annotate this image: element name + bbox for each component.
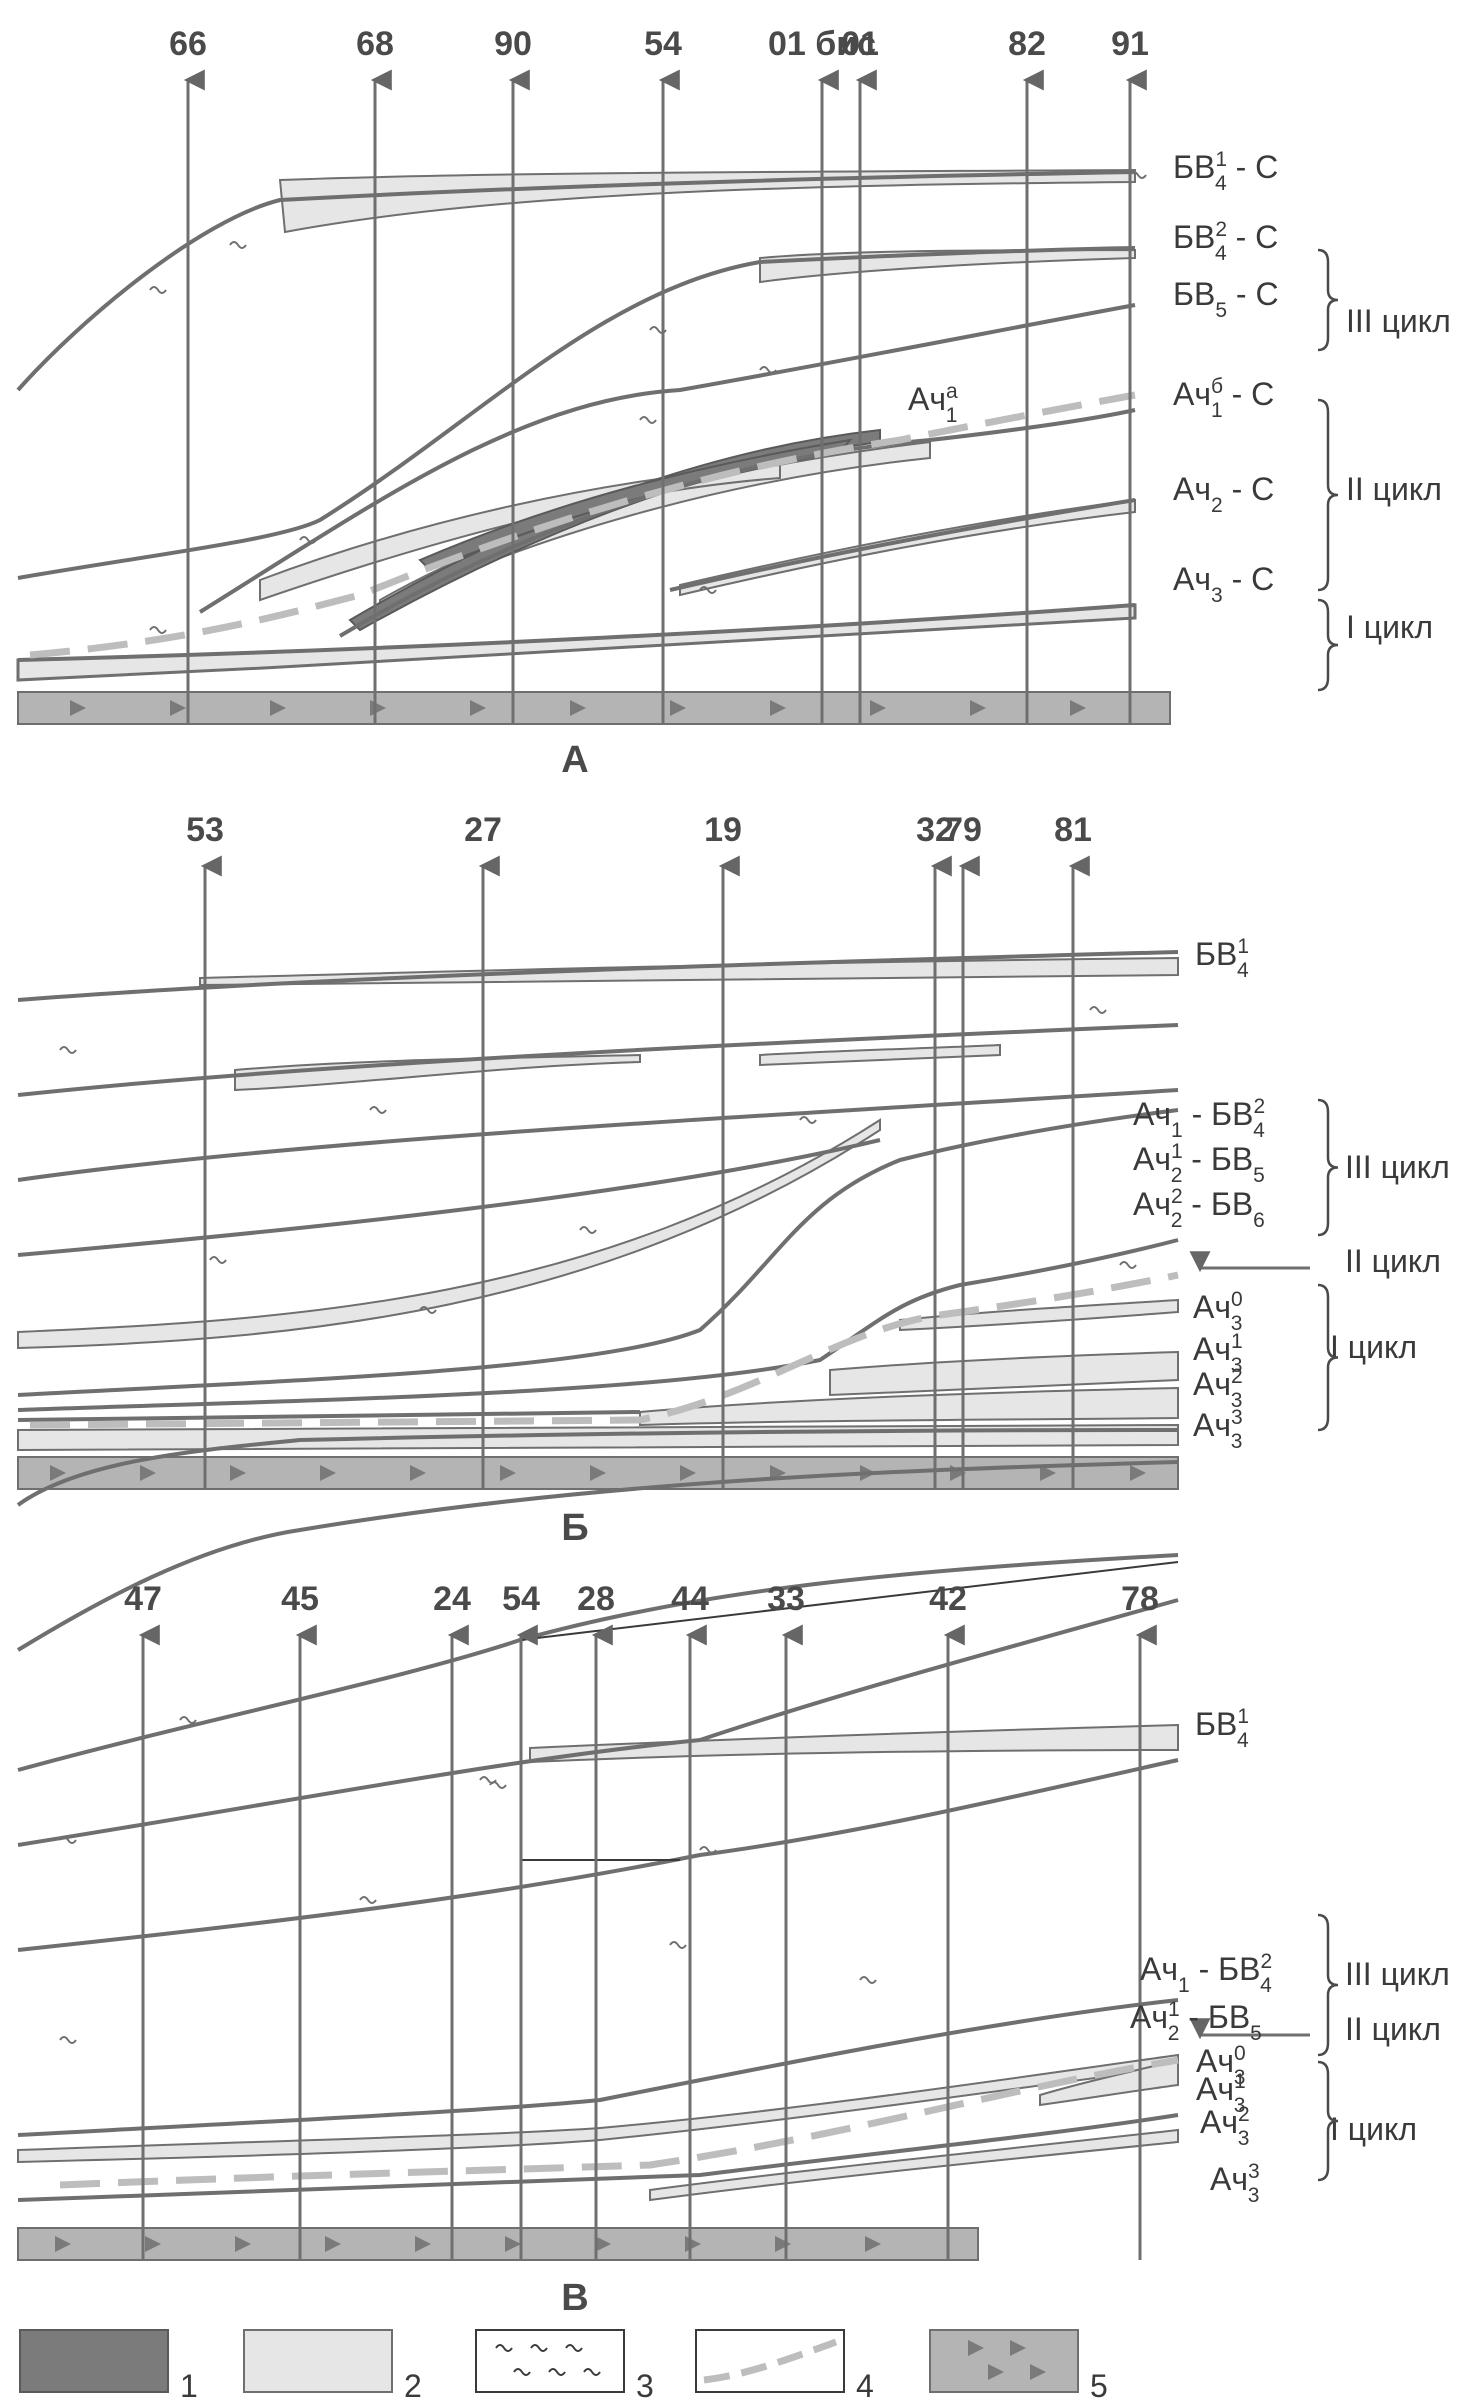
layer-label: Ачб 1 - С bbox=[1173, 375, 1274, 422]
cycle-brace bbox=[1317, 598, 1339, 692]
layer-label: Ач3 3 bbox=[1210, 2160, 1260, 2207]
layer-label: Ач2 3 bbox=[1200, 2103, 1250, 2150]
panel-b bbox=[17, 950, 1310, 1490]
layer-label: БВ2 4 - С bbox=[1173, 218, 1278, 265]
cycle-brace bbox=[1317, 1283, 1339, 1432]
well-label: 91 bbox=[1111, 25, 1149, 63]
layer-label: БВ1 4 bbox=[1195, 935, 1249, 982]
panel-letter: А bbox=[561, 739, 588, 781]
layer-label: БВ5 - С bbox=[1173, 276, 1279, 322]
cycle-label: II цикл bbox=[1346, 471, 1442, 507]
layer-label: Ач1 - БВ2 4 bbox=[1133, 1095, 1265, 1142]
legend-swatch-5 bbox=[929, 2329, 1079, 2393]
legend-number: 1 bbox=[180, 2368, 198, 2401]
cycle-label: II цикл bbox=[1345, 1243, 1441, 1279]
layer-label: Ач1 3 bbox=[1193, 1330, 1243, 1377]
well-label: 54 bbox=[502, 1580, 540, 1618]
well-label: 45 bbox=[281, 1580, 319, 1618]
layer-label: Ач2 - С bbox=[1173, 471, 1274, 517]
basement-c bbox=[17, 2227, 979, 2261]
layer-label: Ач2 2 - БВ6 bbox=[1133, 1185, 1265, 1232]
well-label: 47 bbox=[124, 1580, 162, 1618]
layer-label: БВ1 4 bbox=[1195, 1705, 1249, 1752]
layer-label: Ач0 3 bbox=[1193, 1288, 1243, 1335]
layer-label: Ач3 - С bbox=[1173, 561, 1274, 607]
well-label: 79 bbox=[944, 811, 982, 849]
cycle-label: III цикл bbox=[1346, 303, 1451, 339]
basement-b bbox=[17, 1456, 1179, 1490]
legend-number: 2 bbox=[404, 2368, 422, 2401]
inline-layer-label: Ача 1 bbox=[908, 380, 958, 427]
cycle-brace bbox=[1317, 398, 1339, 592]
well-label: 66 bbox=[169, 25, 207, 63]
layer-label: Ач1 2 - БВ5 bbox=[1130, 1998, 1262, 2045]
legend-swatch-2 bbox=[243, 2329, 393, 2393]
well-label: 78 bbox=[1121, 1580, 1159, 1618]
layer-label: Ач2 3 bbox=[1193, 1365, 1243, 1412]
well-label: 82 bbox=[1008, 25, 1046, 63]
legend-number: 4 bbox=[856, 2368, 874, 2401]
cycle-label: I цикл bbox=[1330, 1329, 1417, 1365]
well-label: 33 bbox=[767, 1580, 805, 1618]
cycle-brace bbox=[1317, 248, 1339, 352]
panel-a bbox=[16, 168, 1171, 725]
well-label: 19 bbox=[704, 811, 742, 849]
layer-label: Ач1 2 - БВ5 bbox=[1133, 1140, 1265, 1187]
legend-number: 3 bbox=[636, 2368, 654, 2401]
cycle-label: II цикл bbox=[1345, 2011, 1441, 2047]
cycle-label: I цикл bbox=[1330, 2111, 1417, 2147]
panel-letter: Б bbox=[561, 1507, 588, 1549]
cycle-brace bbox=[1317, 1913, 1339, 2057]
well-label: 90 bbox=[494, 25, 532, 63]
well-label: 01 бис bbox=[768, 25, 876, 63]
well-label: 53 bbox=[186, 811, 224, 849]
layer-label: Ач1 - БВ2 4 bbox=[1140, 1950, 1272, 1997]
layer-label: Ач1 3 bbox=[1196, 2070, 1246, 2117]
well-label: 28 bbox=[577, 1580, 615, 1618]
panel-letter: В bbox=[561, 2277, 588, 2319]
cycle-label: I цикл bbox=[1346, 609, 1433, 645]
well-label: 54 bbox=[644, 25, 682, 63]
legend-swatch-1 bbox=[19, 2329, 169, 2393]
legend-swatch-3 bbox=[475, 2329, 625, 2393]
legend-number: 5 bbox=[1090, 2368, 1108, 2401]
cycle-brace bbox=[1317, 2060, 1339, 2182]
cycle-label: III цикл bbox=[1345, 1149, 1450, 1185]
basement-a bbox=[17, 691, 1171, 725]
well-label: 81 bbox=[1054, 811, 1092, 849]
layer-label: БВ1 4 - С bbox=[1173, 148, 1278, 195]
cycle-label: III цикл bbox=[1345, 1956, 1450, 1992]
well-label: 42 bbox=[929, 1580, 967, 1618]
layer-label: Ач3 3 bbox=[1193, 1406, 1243, 1453]
well-label: 44 bbox=[671, 1580, 709, 1618]
well-label: 32 bbox=[916, 811, 954, 849]
panel-c bbox=[16, 1428, 1310, 2261]
well-label: 24 bbox=[433, 1580, 471, 1618]
legend: 1 2 3 4 5 bbox=[19, 2329, 1108, 2401]
legend-swatch-4 bbox=[695, 2329, 845, 2393]
well-label: 68 bbox=[356, 25, 394, 63]
layer-label: Ач0 3 bbox=[1196, 2042, 1246, 2089]
well-label: 01 bbox=[841, 25, 879, 63]
well-label: 27 bbox=[464, 811, 502, 849]
cycle-brace bbox=[1317, 1098, 1339, 1237]
